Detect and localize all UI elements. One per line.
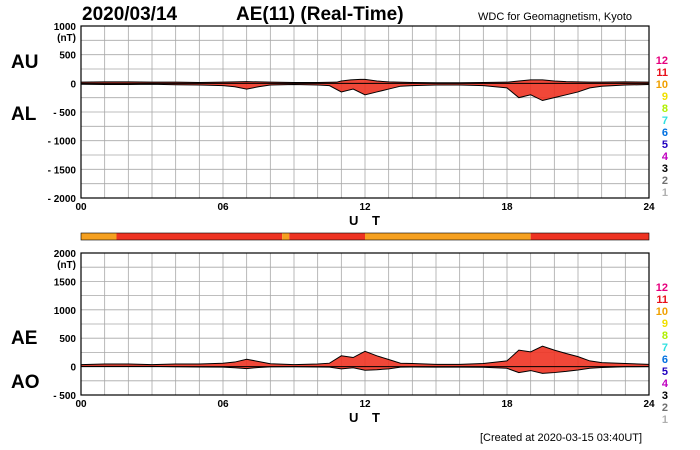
station-count-label: 9 [662,91,668,103]
y-tick-label: - 500 [53,391,76,402]
x-tick-label: 24 [643,399,655,410]
station-count-label: 7 [662,115,668,127]
x-tick-label: 00 [75,202,87,213]
station-count-label: 11 [656,294,668,306]
status-segment [81,233,117,240]
status-segment [282,233,290,240]
x-tick-label: 18 [501,202,513,213]
created-timestamp: [Created at 2020-03-15 03:40UT] [480,432,643,444]
station-count-label: 2 [662,402,668,414]
x-tick-label: 24 [643,202,655,213]
series-line-0 [80,78,650,84]
y-tick-label: 2000 [54,249,77,260]
station-count-label: 8 [662,330,668,342]
y-tick-label: - 1500 [48,165,77,176]
station-count-label: 11 [656,67,668,79]
station-count-label: 1 [662,187,668,199]
x-tick-label: 18 [501,399,513,410]
station-count-label: 3 [662,390,668,402]
series-line-1 [80,83,650,102]
station-count-label: 12 [656,55,668,67]
station-count-label: 7 [662,342,668,354]
y-tick-label: 1000 [54,306,77,317]
x-tick-label: 12 [359,399,371,410]
au-label: AU [11,52,39,73]
station-count-label: 5 [662,366,668,378]
y-tick-label: 1500 [54,277,77,288]
status-segment [530,233,649,240]
station-status-bar [80,232,650,241]
chart-date: 2020/03/14 [82,4,178,25]
station-count-label: 1 [662,414,668,426]
x-tick-label: 06 [217,202,229,213]
station-count-label: 10 [656,79,668,91]
plot-frame [80,25,650,199]
x-axis-label: U T [349,410,385,425]
station-count-label: 3 [662,163,668,175]
status-segment [365,233,531,240]
station-count-label: 12 [656,282,668,294]
series-line-1 [81,365,650,374]
y-tick-label: 0 [70,363,76,374]
status-bar-frame [80,232,650,241]
station-count-label: 4 [662,378,669,390]
ao-label: AO [11,372,40,393]
chart-title: AE(11) (Real-Time) [236,4,404,25]
y-tick-label: 500 [59,334,76,345]
x-tick-label: 12 [359,202,371,213]
station-count-label: 9 [662,318,668,330]
panel-0 [80,25,650,199]
y-tick-label: 500 [59,51,76,62]
x-axis-label: U T [349,213,385,228]
y-tick-label: - 1000 [48,137,77,148]
y-unit-label: (nT) [57,33,76,44]
x-tick-label: 06 [217,399,229,410]
ae-label: AE [11,328,38,349]
station-count-label: 6 [662,127,668,139]
y-tick-label: 0 [70,79,76,90]
status-segment [289,233,365,240]
y-tick-label: 1000 [54,22,77,33]
data-source-credit: WDC for Geomagnetism, Kyoto [478,11,633,23]
station-count-label: 2 [662,175,668,187]
x-tick-label: 00 [75,399,87,410]
al-label: AL [11,104,37,125]
status-segment [116,233,283,240]
station-count-label: 8 [662,103,668,115]
series-line-0 [80,345,650,366]
series-area-0 [81,346,649,367]
station-count-label: 4 [662,151,669,163]
panel-1 [80,252,650,396]
y-unit-label: (nT) [57,260,76,271]
y-tick-label: - 500 [53,108,76,119]
y-tick-label: - 2000 [48,194,77,205]
plot-frame [80,252,650,396]
station-count-label: 6 [662,354,668,366]
station-count-label: 5 [662,139,668,151]
station-count-label: 10 [656,306,668,318]
